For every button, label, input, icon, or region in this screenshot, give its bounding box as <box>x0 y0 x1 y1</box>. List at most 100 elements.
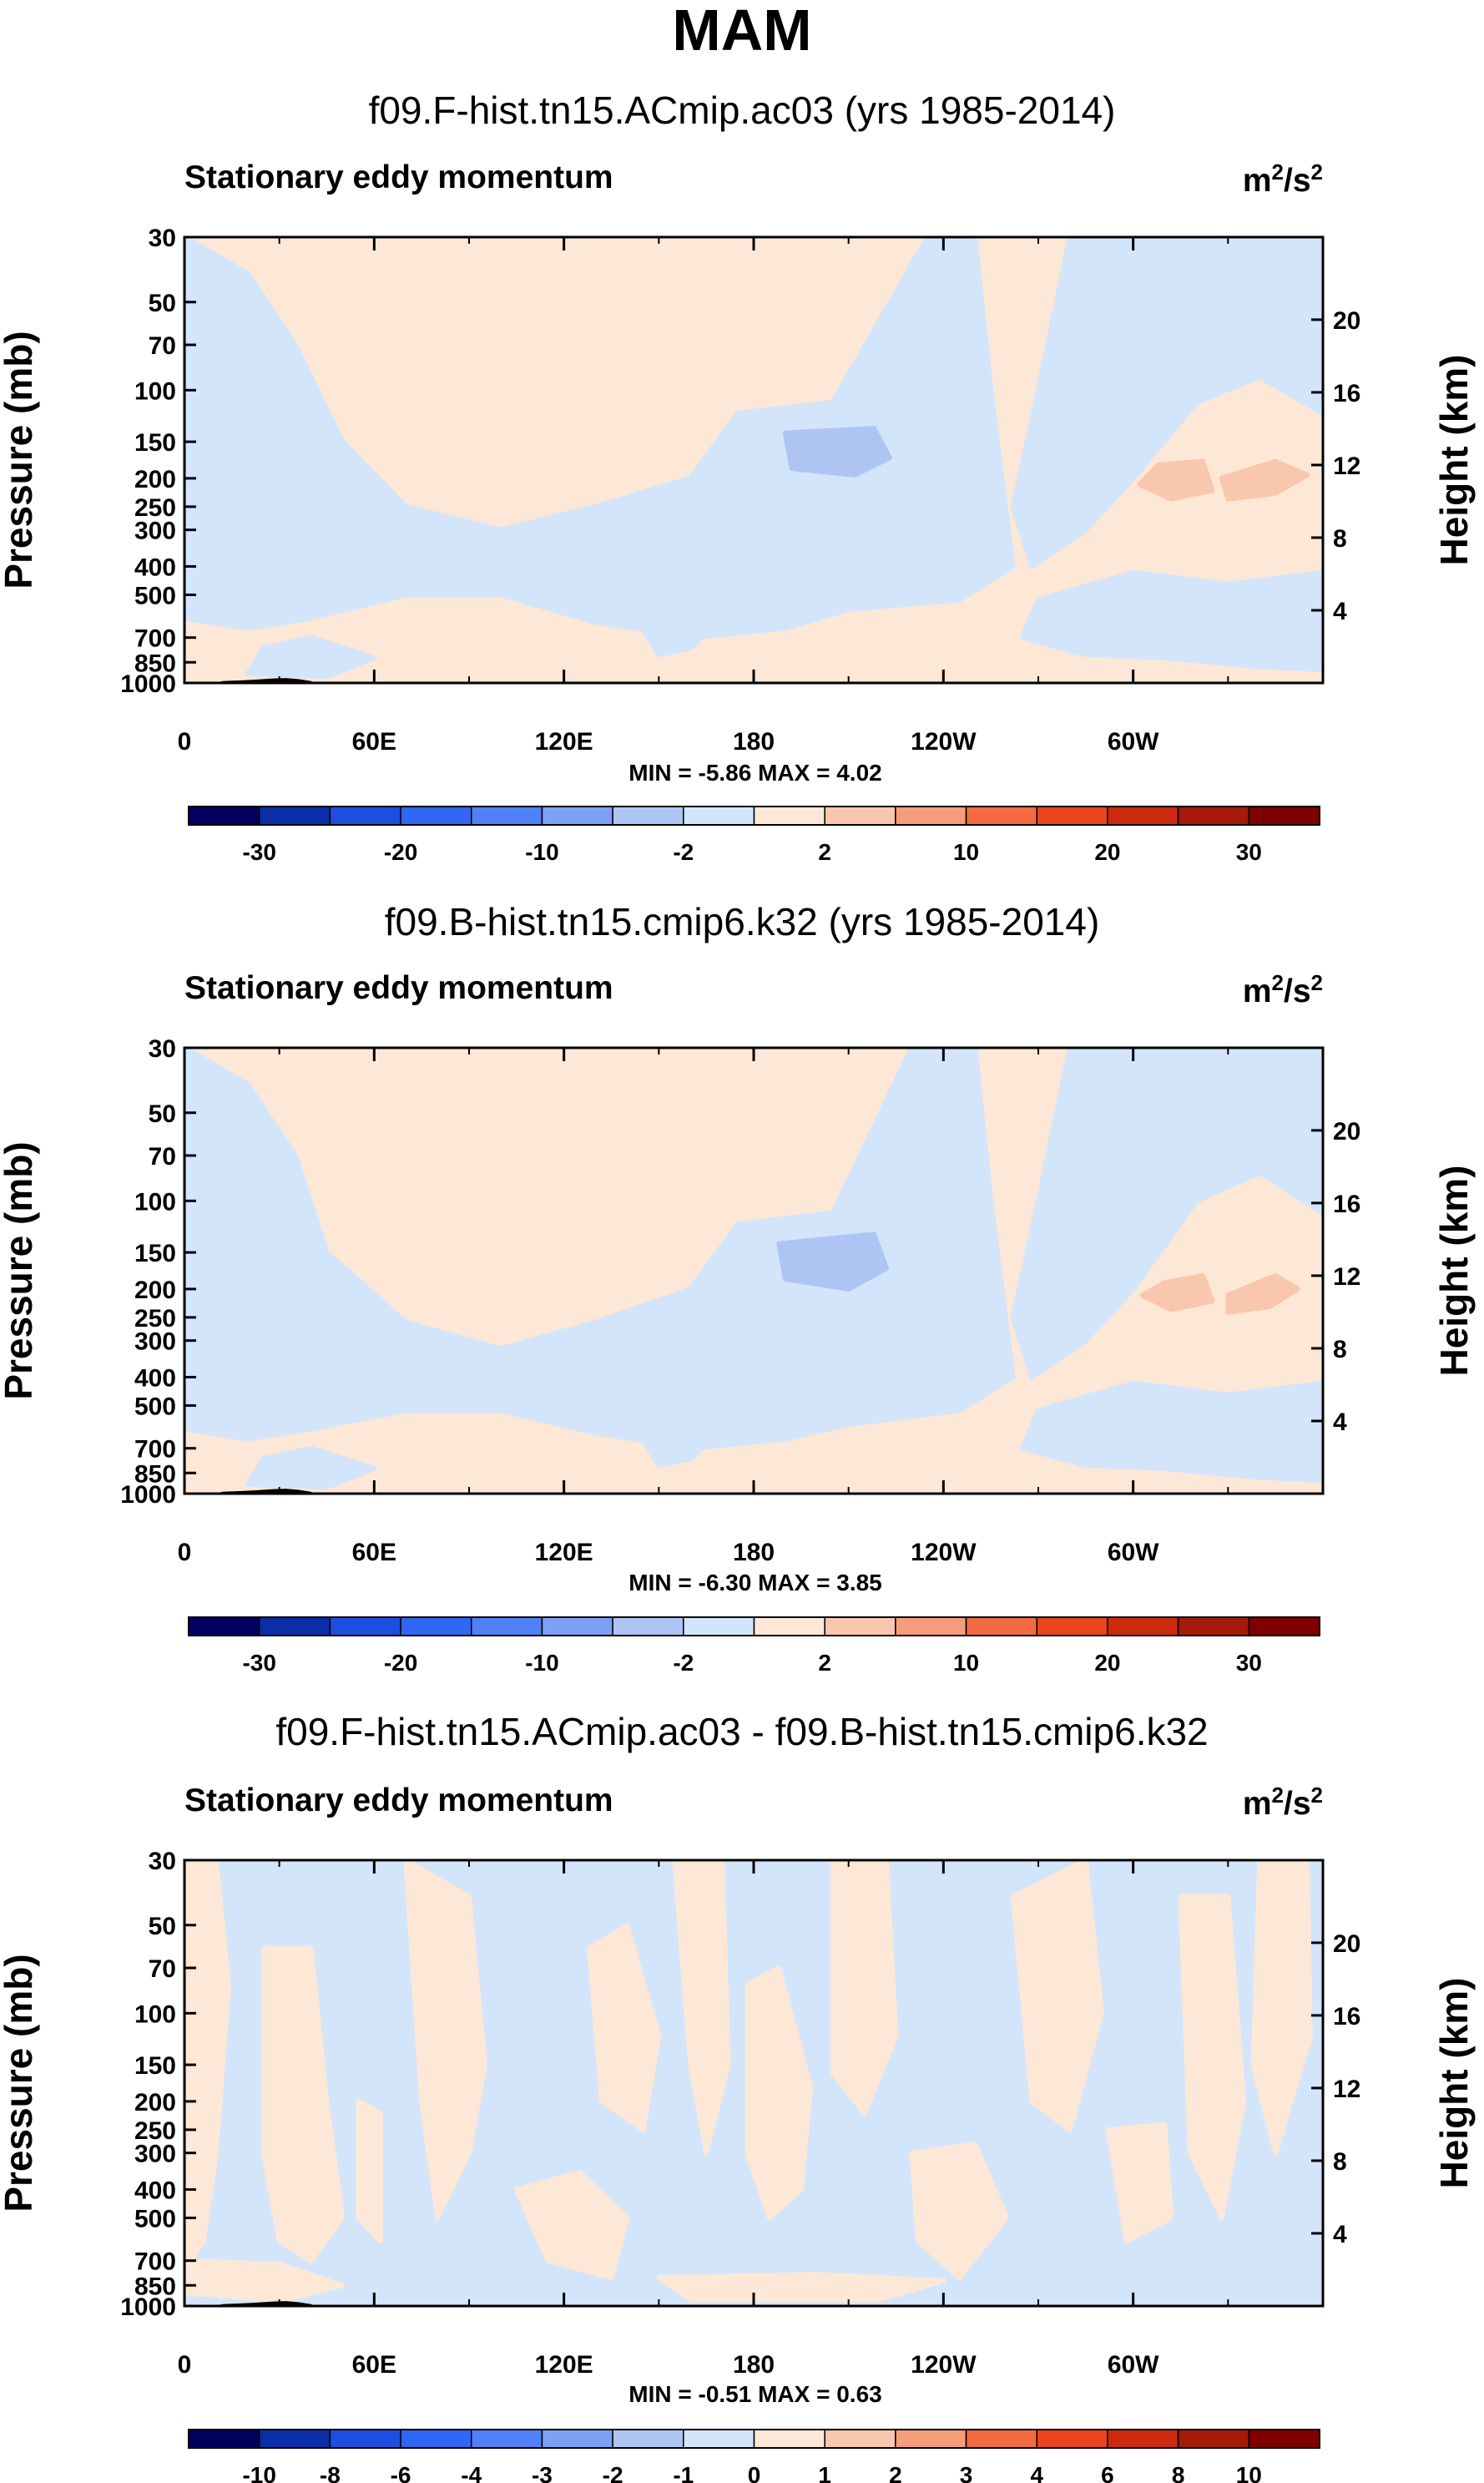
plot-area <box>184 1048 1323 1494</box>
panel-1: f09.F-hist.tn15.ACmip.ac03 (yrs 1985-201… <box>0 88 1476 865</box>
y-axis-title: Pressure (mb) <box>0 1141 40 1399</box>
pressure-tick-label: 500 <box>134 582 176 609</box>
pressure-tick-label: 70 <box>149 1143 176 1171</box>
units-label: m2/s2 <box>1243 159 1323 199</box>
negative-region <box>245 635 377 680</box>
colorbar-label: 2 <box>818 1650 831 1676</box>
negative-region <box>640 1426 725 1468</box>
x-tick-label: 120E <box>535 728 593 756</box>
colorbar-box <box>1177 806 1250 826</box>
colorbar-box <box>965 806 1037 826</box>
positive-region <box>587 1922 662 2132</box>
x-tick-label: 0 <box>178 1539 192 1566</box>
plot-area <box>184 237 1323 683</box>
pressure-tick-label: 500 <box>134 2205 176 2233</box>
pressure-tick-label: 70 <box>149 332 176 360</box>
pressure-tick-label: 1000 <box>120 670 176 698</box>
colorbar-box <box>258 2429 331 2449</box>
units-exponent: 2 <box>1272 970 1284 995</box>
colorbar-box <box>1248 1616 1320 1636</box>
colorbar-box <box>895 806 967 826</box>
colorbar-box <box>1036 1616 1108 1636</box>
colorbar-box <box>1036 2429 1108 2449</box>
units-base: m <box>1243 163 1272 199</box>
y-axis-title: Pressure (mb) <box>0 1954 40 2212</box>
height-tick-label: 20 <box>1333 1118 1360 1145</box>
colorbar-label: -20 <box>384 1650 417 1676</box>
positive-region <box>830 1860 899 2116</box>
field-label: Stationary eddy momentum <box>184 1783 613 1818</box>
colorbar-box <box>1177 1616 1250 1636</box>
height-tick-label: 20 <box>1333 307 1360 335</box>
colorbar-label: 20 <box>1094 839 1120 865</box>
positive-region <box>260 1945 346 2263</box>
negative-region <box>1010 1048 1323 1380</box>
colorbar-label: 10 <box>953 1650 979 1676</box>
strong-positive-region <box>1137 458 1215 502</box>
height-tick-label: 4 <box>1333 1408 1347 1436</box>
units-exponent: 2 <box>1272 159 1284 185</box>
colorbar-box <box>1177 2429 1250 2449</box>
strong-positive-region <box>1219 458 1310 502</box>
colorbar-frame <box>188 806 1320 826</box>
units-exponent: 2 <box>1272 1783 1284 1808</box>
colorbar-box <box>188 1616 260 1636</box>
colorbar-box <box>753 806 825 826</box>
pressure-tick-label: 50 <box>149 290 176 317</box>
colorbar-label: 6 <box>1101 2462 1114 2483</box>
units-denominator: /s <box>1284 1786 1311 1822</box>
height-tick-label: 12 <box>1333 453 1360 480</box>
colorbar-label: -2 <box>673 1650 694 1676</box>
colorbar-box <box>400 1616 472 1636</box>
pressure-tick-label: 400 <box>134 1364 176 1392</box>
pressure-tick-label: 700 <box>134 1436 176 1464</box>
colorbar-box <box>188 2429 260 2449</box>
colorbar-box <box>612 2429 684 2449</box>
colorbar-box <box>1107 1616 1179 1636</box>
x-tick-label: 60W <box>1108 1539 1159 1566</box>
height-tick-label: 16 <box>1333 380 1360 407</box>
colorbar-label: -2 <box>603 2462 623 2483</box>
height-tick-label: 16 <box>1333 2003 1360 2030</box>
height-tick-label: 20 <box>1333 1930 1360 1958</box>
x-tick-label: 180 <box>733 2351 775 2379</box>
colorbar-box <box>1248 2429 1320 2449</box>
colorbar-label: 4 <box>1030 2462 1043 2483</box>
field-label: Stationary eddy momentum <box>184 970 613 1006</box>
y-axis-title: Pressure (mb) <box>0 331 40 589</box>
pressure-tick-label: 700 <box>134 2248 176 2276</box>
colorbar-label: -8 <box>320 2462 341 2483</box>
colorbar-box <box>1107 2429 1179 2449</box>
min-max-stats: MIN = -6.30 MAX = 3.85 <box>628 1570 881 1595</box>
pressure-tick-label: 300 <box>134 1328 176 1356</box>
units-base: m <box>1243 973 1272 1009</box>
positive-region <box>1105 2121 1174 2244</box>
main-title: MAM <box>672 0 811 63</box>
height-tick-label: 16 <box>1333 1191 1360 1218</box>
panel-title: f09.F-hist.tn15.ACmip.ac03 - f09.B-hist.… <box>275 1710 1208 1753</box>
colorbar-label: -10 <box>525 839 558 865</box>
pressure-tick-label: 150 <box>134 429 176 457</box>
pressure-tick-label: 100 <box>134 2000 176 2028</box>
colorbar-box <box>753 2429 825 2449</box>
negative-region <box>1020 569 1323 672</box>
pressure-tick-label: 700 <box>134 625 176 653</box>
colorbar-box <box>258 1616 331 1636</box>
colorbar-box <box>541 2429 613 2449</box>
pressure-tick-label: 250 <box>134 1305 176 1333</box>
colorbar-label: -1 <box>673 2462 694 2483</box>
height-tick-label: 12 <box>1333 2076 1360 2103</box>
positive-region <box>1178 1894 1247 2221</box>
negative-region <box>245 1445 377 1490</box>
negative-region <box>1020 1380 1323 1483</box>
positive-region <box>513 2170 630 2280</box>
units-label: m2/s2 <box>1243 1783 1323 1822</box>
negative-region <box>184 1048 1016 1451</box>
min-max-stats: MIN = -5.86 MAX = 4.02 <box>628 760 881 786</box>
colorbar-box <box>965 1616 1037 1636</box>
colorbar-box <box>471 806 543 826</box>
panel-title: f09.B-hist.tn15.cmip6.k32 (yrs 1985-2014… <box>385 900 1100 943</box>
height-tick-label: 8 <box>1333 1336 1347 1363</box>
colorbar-label: 30 <box>1236 1650 1262 1676</box>
